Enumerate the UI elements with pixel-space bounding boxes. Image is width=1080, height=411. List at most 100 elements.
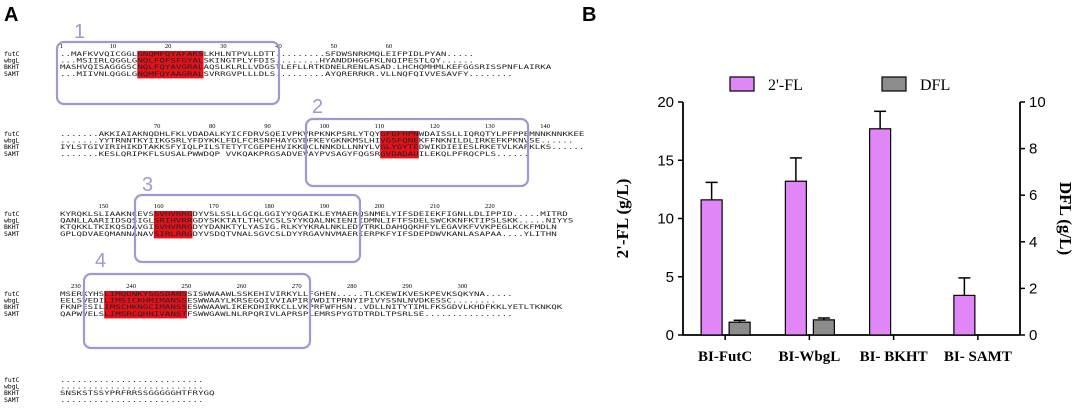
ruler-number: 120 [430,123,440,130]
species-name: BKHT [4,143,20,151]
species-name: futC [4,210,20,218]
y2-tick-label: 0 [1029,327,1037,344]
x-tick-label: BI-FutC [698,349,752,365]
ruler-number: 140 [540,123,550,130]
x-tick-label: BI- SAMT [944,349,1012,365]
sequence-row: ...MSIIRLQGGLGNQLFQFSFGYALSKINGTPLYFDIS.… [60,57,474,65]
ruler-number: 290 [402,283,412,290]
ruler-number: 20 [165,43,172,50]
ruler-number: 190 [319,203,329,210]
ruler-number: 100 [319,123,329,130]
sequence-row: FKNPESILIMSCHKNGCIMANSSESWWAAWLIKEKDHIRK… [60,303,563,311]
conserved-residue-block [104,291,187,319]
ruler-number: 170 [209,203,219,210]
species-name: SAMT [4,70,20,78]
ruler-number: 10 [110,43,117,50]
bar-2fl [784,180,807,336]
ruler-number: 130 [485,123,495,130]
ruler-number: 30 [220,43,227,50]
ruler-number: 280 [347,283,357,290]
ruler-number: 70 [154,123,161,130]
species-name: wbgL [4,297,20,305]
bar-2fl [869,128,892,336]
conserved-residue-block [153,211,193,239]
sequence-row: .......................... [60,383,204,391]
ruler-number: 250 [181,283,191,290]
species-name: SAMT [4,150,20,158]
ruler-number: 60 [386,43,393,50]
ruler-number: 240 [126,283,136,290]
sequence-row: ...MIIVNLQGGLGNQMFQYAAGRALSVRRGVPLLLDLS.… [60,70,513,78]
species-name: futC [4,290,20,298]
motif-box-number: 3 [142,174,153,196]
species-name: futC [4,130,20,138]
ruler-number: 110 [375,123,385,130]
sequence-row: .......YYTRNNTKYIIKGSRLYFDYKKLFDLFCRSNFH… [60,137,573,145]
ruler-number: 260 [237,283,247,290]
ruler-number: 90 [264,123,271,130]
bar-dfl [812,319,835,336]
species-name: SAMT [4,230,20,238]
y-tick-label: 10 [657,211,674,228]
y-tick-label: 0 [666,327,674,344]
legend-label-0: 2'-FL [768,77,803,94]
ruler-number: 210 [430,203,440,210]
motif-box-1 [55,40,281,106]
y-tick-label: 15 [657,152,674,169]
sequence-row: .......AKKIAIAKNQDHLFKLVDADALKYICFDRVSQE… [60,130,585,138]
y2-tick-label: 10 [1029,94,1046,111]
sequence-row: .......................... [60,396,204,404]
ruler-number: 150 [99,203,109,210]
bar-chart: 0 5 10 15 20 0 2 4 6 8 10 2'-FL (g/L) DFL (g/L) BI-Fu… [613,76,1075,365]
y2-tick-label: 6 [1029,187,1037,204]
panel-b-label: B [582,4,597,26]
species-name: wbgL [4,57,20,65]
bar-dfl [728,321,751,336]
sequence-row: GPLQDVAEQMANNANAVSIRLRRGDYVSDQTVNALSGVCS… [60,230,557,238]
bar-2fl [700,199,723,336]
species-name: SAMT [4,396,20,404]
y-tick-label: 20 [657,94,674,111]
sequence-row: KYRQKLSLIAAKNCEVSSVHVRRGDYVSLSSLLGCQLGGI… [60,210,568,218]
ruler-number: 230 [71,283,81,290]
species-name: BKHT [4,223,20,231]
species-name: wbgL [4,383,20,391]
ruler-number: 220 [485,203,495,210]
species-name: BKHT [4,63,20,71]
sequence-row: MSERKYHSLIMQDNKYSGSDANSSISWWAAWLSSKEHIVI… [60,290,513,298]
ruler-number: 180 [264,203,274,210]
bar-2fl [953,294,976,336]
y2-tick-label: 2 [1029,280,1037,297]
conserved-residue-block [380,131,419,159]
ruler-number: 50 [330,43,337,50]
sequence-row: .......KESLQRIPKFLSUSALPWWDQP VVKQAKPRGS… [60,150,529,158]
species-name: futC [4,50,20,58]
species-name: SAMT [4,310,20,318]
ruler-number: 300 [457,283,467,290]
species-name: futC [4,376,20,384]
species-name: BKHT [4,303,20,311]
sequence-row: MASHVQISAGGGSCNQLFQYAVGRALAQSLKLRLLVDGST… [60,63,551,71]
species-name: wbgL [4,217,20,225]
sequence-row: SNSKSTSSYPRFRRSSGGGGGHTFRYGQ [60,389,215,397]
ruler-number: 1 [60,43,63,50]
ruler-number: 270 [292,283,302,290]
sequence-row: KTQKKLTKIKQSDAVGISVHVRRGDYYDANKTYLYASIG.… [60,223,557,231]
x-tick-label: BI- BKHT [860,349,928,365]
legend-swatch-0 [729,76,755,92]
species-name: BKHT [4,389,20,397]
sequence-row: .......................... [60,376,204,384]
sequence-row: QAPWVELSLIMSRCQHNIVANSTFSWWGAWLNLRPQRIVL… [60,310,513,318]
motif-box-2 [304,117,530,188]
y-tick-label: 5 [666,269,674,286]
y2-tick-label: 4 [1029,234,1037,251]
sequence-row: IYLSTGIVIRIHIKDTAKKSFYIQLPILSTETYTCGEPEH… [60,143,584,151]
sequence-row: EELSVEDILIMSICKHMIMANSSESWWAAYLKRSEGQIVV… [60,297,496,305]
x-tick-label: BI-WbgL [779,349,841,365]
sequence-row: QANLLAARIIDSQSIGLSRIHVRRGDYSKKTATLTHCVCS… [60,217,574,225]
motif-box-number: 4 [95,250,106,272]
motif-box-4 [82,272,312,350]
legend-label-1: DFL [920,77,950,94]
conserved-residue-block [137,51,204,79]
